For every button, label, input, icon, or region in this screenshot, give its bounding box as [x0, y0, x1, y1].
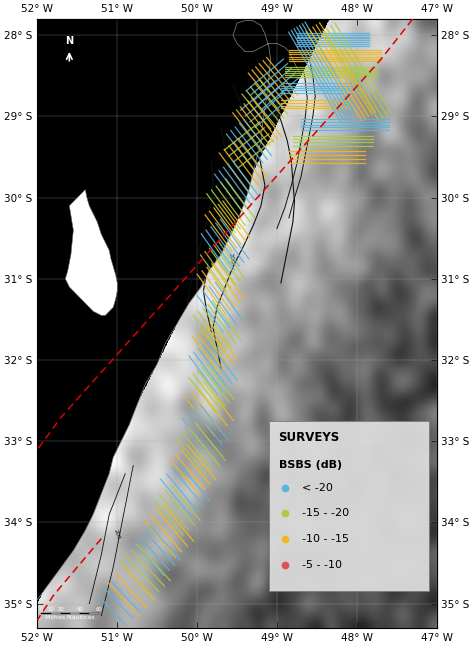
- Text: -5 - -10: -5 - -10: [302, 560, 343, 571]
- Text: N: N: [65, 36, 73, 46]
- Text: 200: 200: [227, 252, 234, 265]
- Text: 200: 200: [113, 529, 121, 540]
- Polygon shape: [89, 613, 99, 614]
- Text: BSBS (dB): BSBS (dB): [279, 460, 342, 470]
- Text: 40: 40: [76, 607, 83, 612]
- Text: -15 - -20: -15 - -20: [302, 509, 350, 518]
- Polygon shape: [61, 613, 70, 614]
- Text: < -20: < -20: [302, 483, 333, 492]
- Polygon shape: [269, 421, 428, 591]
- Polygon shape: [80, 613, 89, 614]
- Text: 20: 20: [57, 607, 64, 612]
- Text: SURVEYS: SURVEYS: [279, 432, 340, 444]
- Text: 100: 100: [259, 84, 267, 97]
- Text: 500: 500: [219, 214, 226, 226]
- Text: 60: 60: [95, 607, 102, 612]
- Text: 10: 10: [47, 607, 55, 612]
- Polygon shape: [51, 613, 61, 614]
- Polygon shape: [37, 19, 301, 628]
- Polygon shape: [41, 613, 51, 614]
- Text: 1500: 1500: [203, 227, 210, 241]
- Text: Milhas Náuticas: Milhas Náuticas: [46, 615, 95, 620]
- Text: 0: 0: [40, 607, 43, 612]
- Text: -10 - -15: -10 - -15: [302, 534, 349, 545]
- Polygon shape: [70, 613, 80, 614]
- Polygon shape: [65, 190, 117, 315]
